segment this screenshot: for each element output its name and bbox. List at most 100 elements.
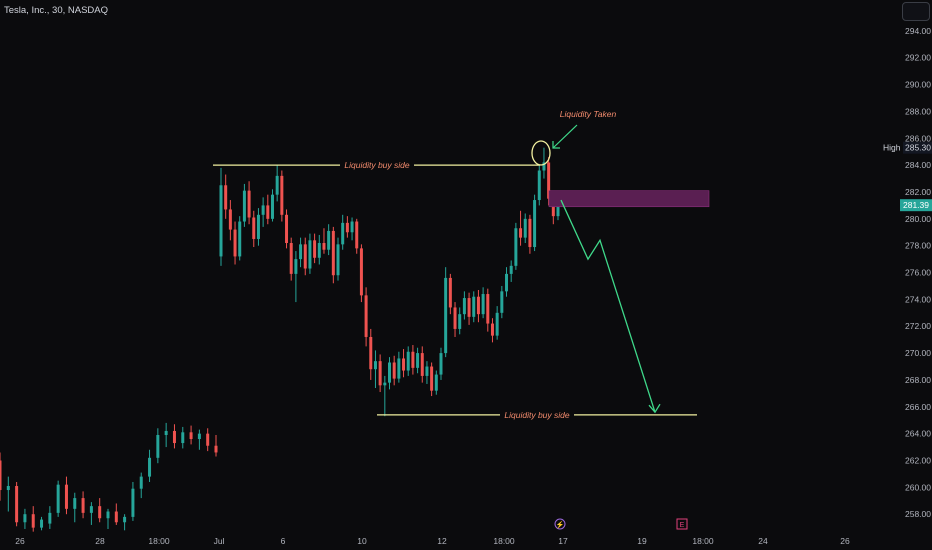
candle-body bbox=[481, 294, 485, 315]
candle-body bbox=[331, 230, 335, 276]
candle-body bbox=[537, 170, 541, 201]
candle-body bbox=[476, 296, 480, 315]
candle-body bbox=[89, 506, 93, 513]
candle-body bbox=[247, 190, 251, 218]
candle-body bbox=[164, 430, 168, 435]
candle-body bbox=[359, 248, 363, 296]
time-tick-label: 24 bbox=[758, 536, 768, 546]
price-tick-label: 260.00 bbox=[905, 482, 931, 492]
dividend-marker-glyph: ⚡ bbox=[556, 520, 565, 529]
candle-body bbox=[434, 374, 438, 391]
time-tick-label: 18:00 bbox=[148, 536, 170, 546]
price-tick-label: 276.00 bbox=[905, 268, 931, 278]
candle-body bbox=[364, 295, 368, 337]
price-tick-label: 290.00 bbox=[905, 80, 931, 90]
candle-body bbox=[256, 214, 260, 239]
candle-body bbox=[303, 244, 307, 269]
high-value: 285.30 bbox=[905, 143, 931, 153]
candle-body bbox=[317, 243, 321, 258]
candle-body bbox=[181, 432, 185, 444]
candle-body bbox=[6, 486, 10, 491]
dividend-marker-icon[interactable] bbox=[554, 518, 566, 530]
candle-body bbox=[528, 218, 532, 248]
candle-body bbox=[48, 512, 52, 524]
candle-body bbox=[172, 430, 176, 444]
candle-body bbox=[519, 228, 523, 238]
candle-body bbox=[416, 353, 420, 368]
candle-body bbox=[228, 209, 232, 230]
candle-body bbox=[206, 433, 210, 446]
candle-body bbox=[397, 358, 401, 379]
candle-body bbox=[373, 361, 377, 370]
candle-body bbox=[31, 514, 35, 528]
candle-body bbox=[509, 265, 513, 274]
candle-body bbox=[355, 221, 359, 249]
earnings-marker-icon[interactable] bbox=[676, 518, 688, 530]
last-price-value: 281.39 bbox=[903, 200, 929, 210]
candle-body bbox=[500, 291, 504, 313]
menu-box-icon[interactable] bbox=[902, 2, 930, 21]
candle-body bbox=[490, 323, 494, 336]
candle-body bbox=[542, 162, 546, 171]
price-tick-label: 280.00 bbox=[905, 214, 931, 224]
candle-body bbox=[73, 498, 77, 509]
time-tick-label: 6 bbox=[281, 536, 286, 546]
chart-title: Tesla, Inc., 30, NASDAQ bbox=[4, 5, 109, 16]
candle-body bbox=[439, 353, 443, 375]
candle-body bbox=[224, 185, 228, 210]
candle-body bbox=[444, 277, 448, 354]
price-tick-label: 262.00 bbox=[905, 456, 931, 466]
time-tick-label: 26 bbox=[15, 536, 25, 546]
candle-body bbox=[189, 432, 193, 440]
candle-body bbox=[98, 506, 102, 519]
candle-body bbox=[275, 175, 279, 195]
candle-body bbox=[238, 221, 242, 257]
candle-body bbox=[392, 362, 396, 379]
price-tick-label: 278.00 bbox=[905, 241, 931, 251]
high-value-box bbox=[903, 141, 932, 154]
price-tick-label: 292.00 bbox=[905, 53, 931, 63]
liquidity-label-bottom: Liquidity buy side bbox=[504, 410, 569, 420]
candle-body bbox=[402, 358, 406, 371]
price-tick-label: 266.00 bbox=[905, 402, 931, 412]
high-circle bbox=[531, 140, 551, 166]
candle-body bbox=[280, 175, 284, 215]
candle-body bbox=[383, 382, 387, 386]
candle-body bbox=[467, 298, 471, 317]
candle-body bbox=[197, 433, 201, 440]
candle-body bbox=[369, 336, 373, 370]
candle-body bbox=[270, 194, 274, 219]
candle-body bbox=[106, 511, 110, 519]
price-tick-label: 282.00 bbox=[905, 187, 931, 197]
price-tick-label: 258.00 bbox=[905, 509, 931, 519]
candle-body bbox=[495, 312, 499, 336]
candle-body bbox=[294, 259, 298, 274]
candle-body bbox=[533, 200, 537, 248]
supply-zone bbox=[548, 190, 710, 208]
time-tick-label: 18:00 bbox=[493, 536, 515, 546]
candle-body bbox=[341, 222, 345, 245]
candle-body bbox=[242, 190, 246, 222]
time-tick-label: 26 bbox=[840, 536, 850, 546]
candle-body bbox=[139, 476, 143, 489]
candle-body bbox=[388, 362, 391, 383]
earnings-marker-glyph: E bbox=[680, 522, 685, 529]
candle-body bbox=[462, 298, 466, 315]
candle-body bbox=[123, 516, 127, 523]
price-tick-label: 264.00 bbox=[905, 429, 931, 439]
candle-body bbox=[148, 457, 152, 477]
candle-body bbox=[523, 218, 527, 238]
candle-body bbox=[420, 353, 424, 376]
candle-body bbox=[114, 511, 118, 523]
taken-arrow-head bbox=[552, 141, 560, 149]
price-tick-label: 286.00 bbox=[905, 133, 931, 143]
candle-body bbox=[81, 498, 85, 513]
projection-path bbox=[560, 199, 656, 413]
liquidity-taken-label: Liquidity Taken bbox=[560, 109, 617, 119]
candle-body bbox=[551, 198, 555, 217]
last-price-box bbox=[900, 199, 932, 212]
candle-body bbox=[266, 205, 270, 219]
candle-body bbox=[425, 366, 429, 376]
candle-body bbox=[322, 243, 326, 250]
